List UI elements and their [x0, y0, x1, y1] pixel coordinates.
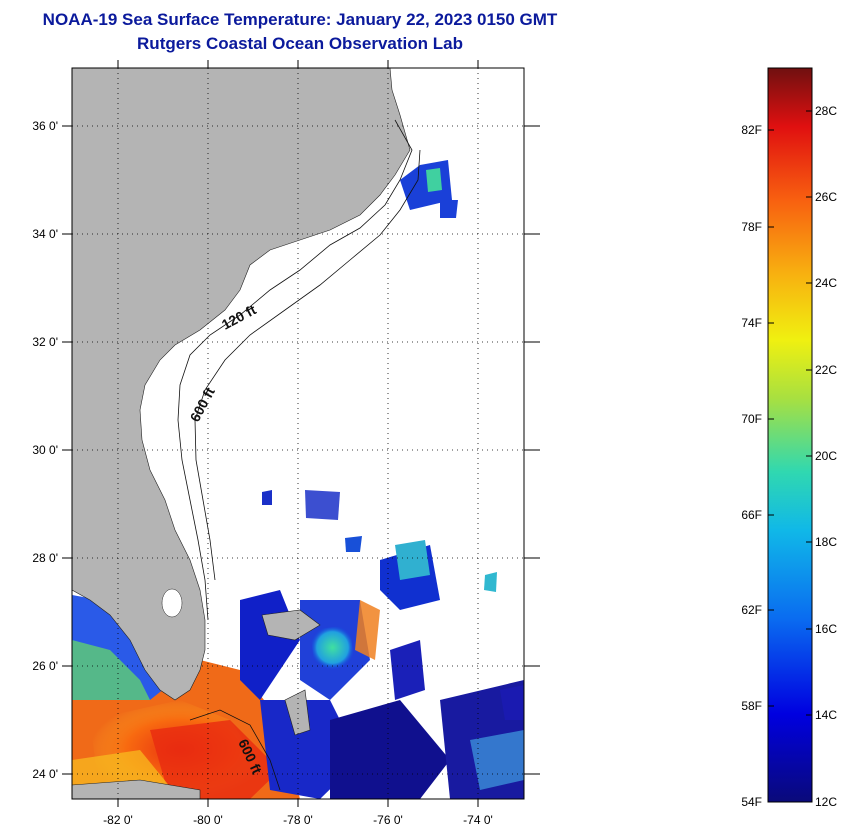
colorbar-c-label: 20C [815, 449, 837, 463]
colorbar-f-label: 70F [741, 412, 762, 426]
lat-label: 26 0' [32, 659, 58, 673]
colorbar-c-label: 12C [815, 795, 837, 809]
map-ticks [62, 60, 540, 807]
colorbar-c-label: 24C [815, 276, 837, 290]
map-title: NOAA-19 Sea Surface Temperature: January… [42, 10, 558, 29]
isobath-120ft [177, 119, 413, 621]
map-subtitle: Rutgers Coastal Ocean Observation Lab [137, 34, 463, 53]
colorbar-c-label: 14C [815, 708, 837, 722]
map-area: 120 ft 600 ft 600 ft [72, 68, 524, 799]
colorbar-c-label: 22C [815, 363, 837, 377]
lat-label: 28 0' [32, 551, 58, 565]
colorbar-f-label: 78F [741, 220, 762, 234]
lat-label: 36 0' [32, 119, 58, 133]
lon-label: -74 0' [463, 813, 493, 827]
isobath-600ft-south [189, 709, 281, 791]
colorbar-c-label: 18C [815, 535, 837, 549]
lat-label: 34 0' [32, 227, 58, 241]
colorbar-f-ticks [768, 129, 774, 707]
lon-label: -76 0' [373, 813, 403, 827]
lat-label: 24 0' [32, 767, 58, 781]
colorbar-f-label: 58F [741, 699, 762, 713]
island [261, 609, 321, 641]
lat-label: 32 0' [32, 335, 58, 349]
lon-label: -80 0' [193, 813, 223, 827]
lon-label: -78 0' [283, 813, 313, 827]
isobath-600ft [194, 149, 421, 581]
island [72, 779, 201, 799]
colorbar: 82F 78F 74F 70F 66F 62F 58F 54F 28C 26C … [741, 67, 837, 809]
colorbar-c-label: 16C [815, 622, 837, 636]
colorbar-c-label: 26C [815, 190, 837, 204]
colorbar-c-ticks [806, 110, 812, 716]
colorbar-gradient [767, 67, 813, 803]
colorbar-f-label: 54F [741, 795, 762, 809]
sst-data-layer [72, 160, 524, 799]
colorbar-c-label: 28C [815, 104, 837, 118]
lake-okeechobee [161, 588, 183, 618]
lat-label: 30 0' [32, 443, 58, 457]
lon-label: -82 0' [103, 813, 133, 827]
colorbar-f-label: 82F [741, 123, 762, 137]
colorbar-f-label: 74F [741, 316, 762, 330]
land-mass [72, 68, 411, 701]
colorbar-f-label: 66F [741, 508, 762, 522]
colorbar-f-label: 62F [741, 603, 762, 617]
map-grid [72, 68, 524, 799]
